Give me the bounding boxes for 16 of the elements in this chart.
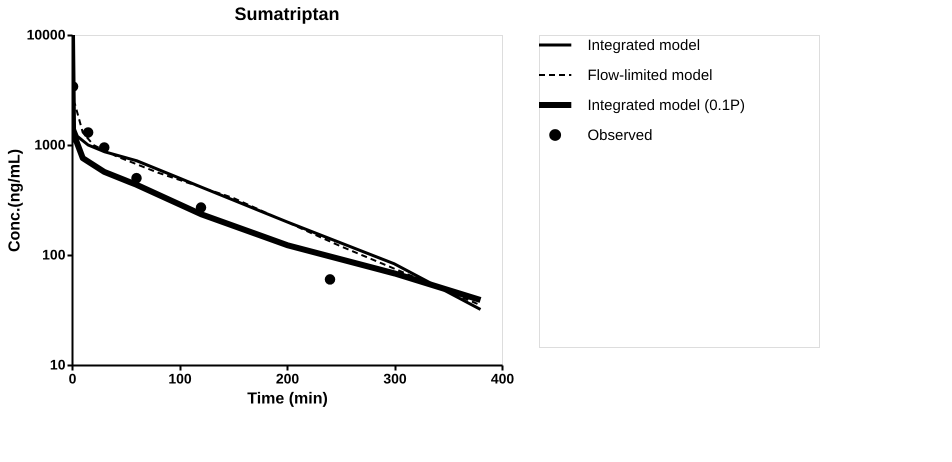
chart-title: Sumatriptan	[234, 4, 340, 24]
x-tick-label: 0	[68, 370, 77, 386]
y-tick-label: 1000	[34, 136, 66, 152]
x-tick-label: 200	[276, 370, 300, 386]
y-tick-label: 10	[50, 356, 66, 372]
x-tick-label: 100	[168, 370, 192, 386]
x-axis-title: Time (min)	[247, 390, 328, 408]
legend-label: Flow-limited model	[587, 67, 713, 84]
legend-label: Observed	[587, 127, 653, 144]
legend-label: Integrated model (0.1P)	[587, 97, 746, 114]
x-tick-label: 300	[383, 370, 407, 386]
y-tick-label: 10000	[26, 26, 66, 42]
x-tick-label: 400	[490, 370, 514, 386]
legend-label: Integrated model	[587, 37, 700, 54]
y-tick-label: 100	[42, 246, 66, 262]
y-axis-title: Conc.(ng/mL)	[6, 148, 24, 252]
